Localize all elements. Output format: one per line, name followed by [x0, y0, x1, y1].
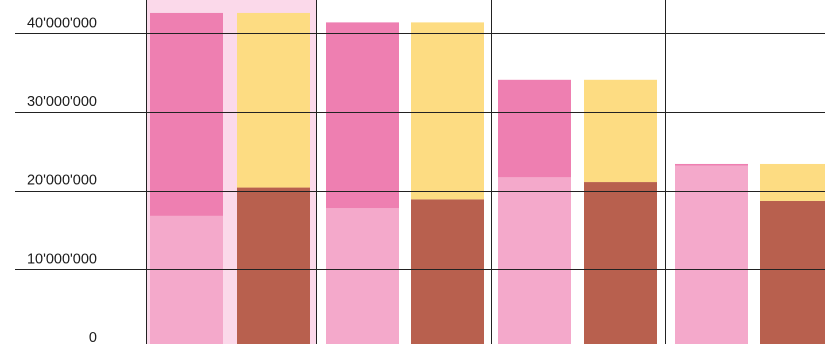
bars-layer [150, 13, 825, 344]
y-tick-label: 10'000'000 [27, 251, 97, 267]
bar-segment-g3-b2-s2 [584, 80, 657, 182]
bar-segment-g4-b1-s2 [675, 164, 748, 166]
bar-segment-g1-b2-s2 [237, 13, 310, 188]
bar-segment-g2-b1-s1 [326, 208, 399, 344]
y-tick-label: 20'000'000 [27, 173, 97, 189]
bar-segment-g4-b2-s2 [760, 164, 825, 201]
bar-segment-g2-b1-s2 [326, 22, 399, 208]
y-axis-tick-labels: 0 10'000'000 20'000'000 30'000'000 40'000'00… [27, 15, 97, 344]
bar-segment-g3-b1-s2 [498, 80, 571, 178]
bar-segment-g1-b1-s1 [150, 216, 223, 344]
bar-segment-g3-b2-s1 [584, 182, 657, 344]
bar-segment-g4-b2-s1 [760, 201, 825, 344]
bar-segment-g2-b2-s1 [411, 199, 484, 344]
y-tick-label: 30'000'000 [27, 94, 97, 110]
bar-segment-g3-b1-s1 [498, 177, 571, 344]
bar-segment-g1-b2-s1 [237, 188, 310, 344]
y-tick-label: 0 [89, 330, 97, 344]
bar-segment-g4-b1-s1 [675, 166, 748, 344]
y-tick-label: 40'000'000 [27, 15, 97, 31]
bar-segment-g1-b1-s2 [150, 13, 223, 216]
bar-segment-g2-b2-s2 [411, 22, 484, 199]
